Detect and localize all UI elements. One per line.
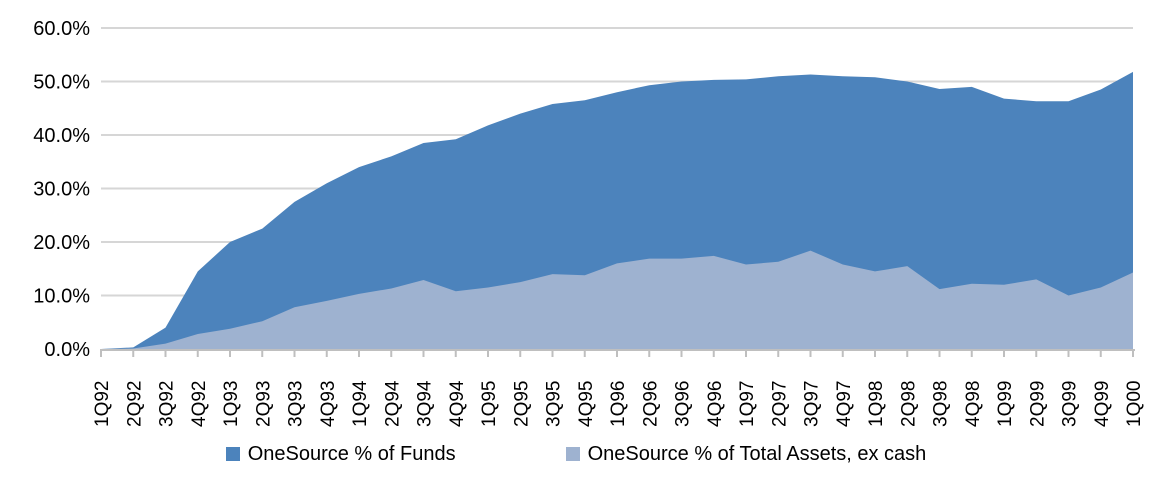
x-tick-label: 3Q95 [544, 381, 565, 427]
x-tick-label: 4Q93 [318, 381, 339, 427]
x-tick-label: 4Q95 [576, 381, 597, 427]
x-tick-label: 1Q92 [92, 381, 113, 427]
x-tick-label: 3Q94 [415, 380, 436, 427]
chart-legend: OneSource % of Funds OneSource % of Tota… [0, 438, 1152, 470]
y-tick-label: 40.0% [33, 125, 90, 147]
x-tick-label: 1Q95 [479, 381, 500, 427]
x-tick-label: 2Q98 [898, 381, 919, 427]
x-tick-label: 3Q99 [1060, 381, 1081, 427]
legend-swatch-funds [225, 447, 240, 461]
area-series-1 [101, 250, 1133, 349]
x-tick-label: 1Q93 [221, 381, 242, 427]
y-tick-label: 0.0% [44, 339, 90, 361]
x-tick-label: 2Q94 [382, 380, 403, 427]
x-tick-label: 3Q97 [802, 381, 823, 427]
x-tick-label: 3Q98 [931, 381, 952, 427]
x-tick-label: 4Q96 [705, 381, 726, 427]
x-tick-label: 4Q97 [834, 381, 855, 427]
x-tick-label: 3Q96 [673, 381, 694, 427]
x-tick-label: 1Q98 [866, 381, 887, 427]
x-tick-label: 1Q94 [350, 380, 371, 427]
legend-item-funds: OneSource % of Funds [225, 442, 456, 466]
x-tick-label: 3Q92 [157, 381, 178, 427]
legend-label-funds: OneSource % of Funds [247, 442, 456, 465]
y-tick-label: 10.0% [33, 286, 90, 308]
x-tick-label: 2Q92 [124, 381, 145, 427]
x-tick-label: 3Q93 [286, 381, 307, 427]
x-tick-label: 2Q97 [769, 381, 790, 427]
x-tick-label: 2Q93 [253, 381, 274, 427]
legend-swatch-assets [565, 447, 580, 461]
x-tick-label: 1Q00 [1124, 381, 1145, 427]
x-tick-label: 4Q94 [447, 380, 468, 427]
x-tick-label: 2Q95 [511, 381, 532, 427]
legend-label-assets: OneSource % of Total Assets, ex cash [587, 442, 927, 465]
y-tick-label: 60.0% [33, 18, 90, 40]
y-tick-label: 20.0% [33, 232, 90, 254]
y-tick-label: 30.0% [33, 179, 90, 201]
x-tick-label: 2Q99 [1027, 381, 1048, 427]
y-tick-label: 50.0% [33, 72, 90, 94]
x-tick-label: 4Q99 [1092, 381, 1113, 427]
x-tick-label: 1Q96 [608, 381, 629, 427]
legend-item-assets: OneSource % of Total Assets, ex cash [565, 442, 927, 466]
x-tick-label: 1Q97 [737, 381, 758, 427]
x-tick-label: 2Q96 [640, 381, 661, 427]
x-tick-label: 4Q92 [189, 381, 210, 427]
x-tick-label: 4Q98 [963, 381, 984, 427]
x-tick-label: 1Q99 [995, 381, 1016, 427]
